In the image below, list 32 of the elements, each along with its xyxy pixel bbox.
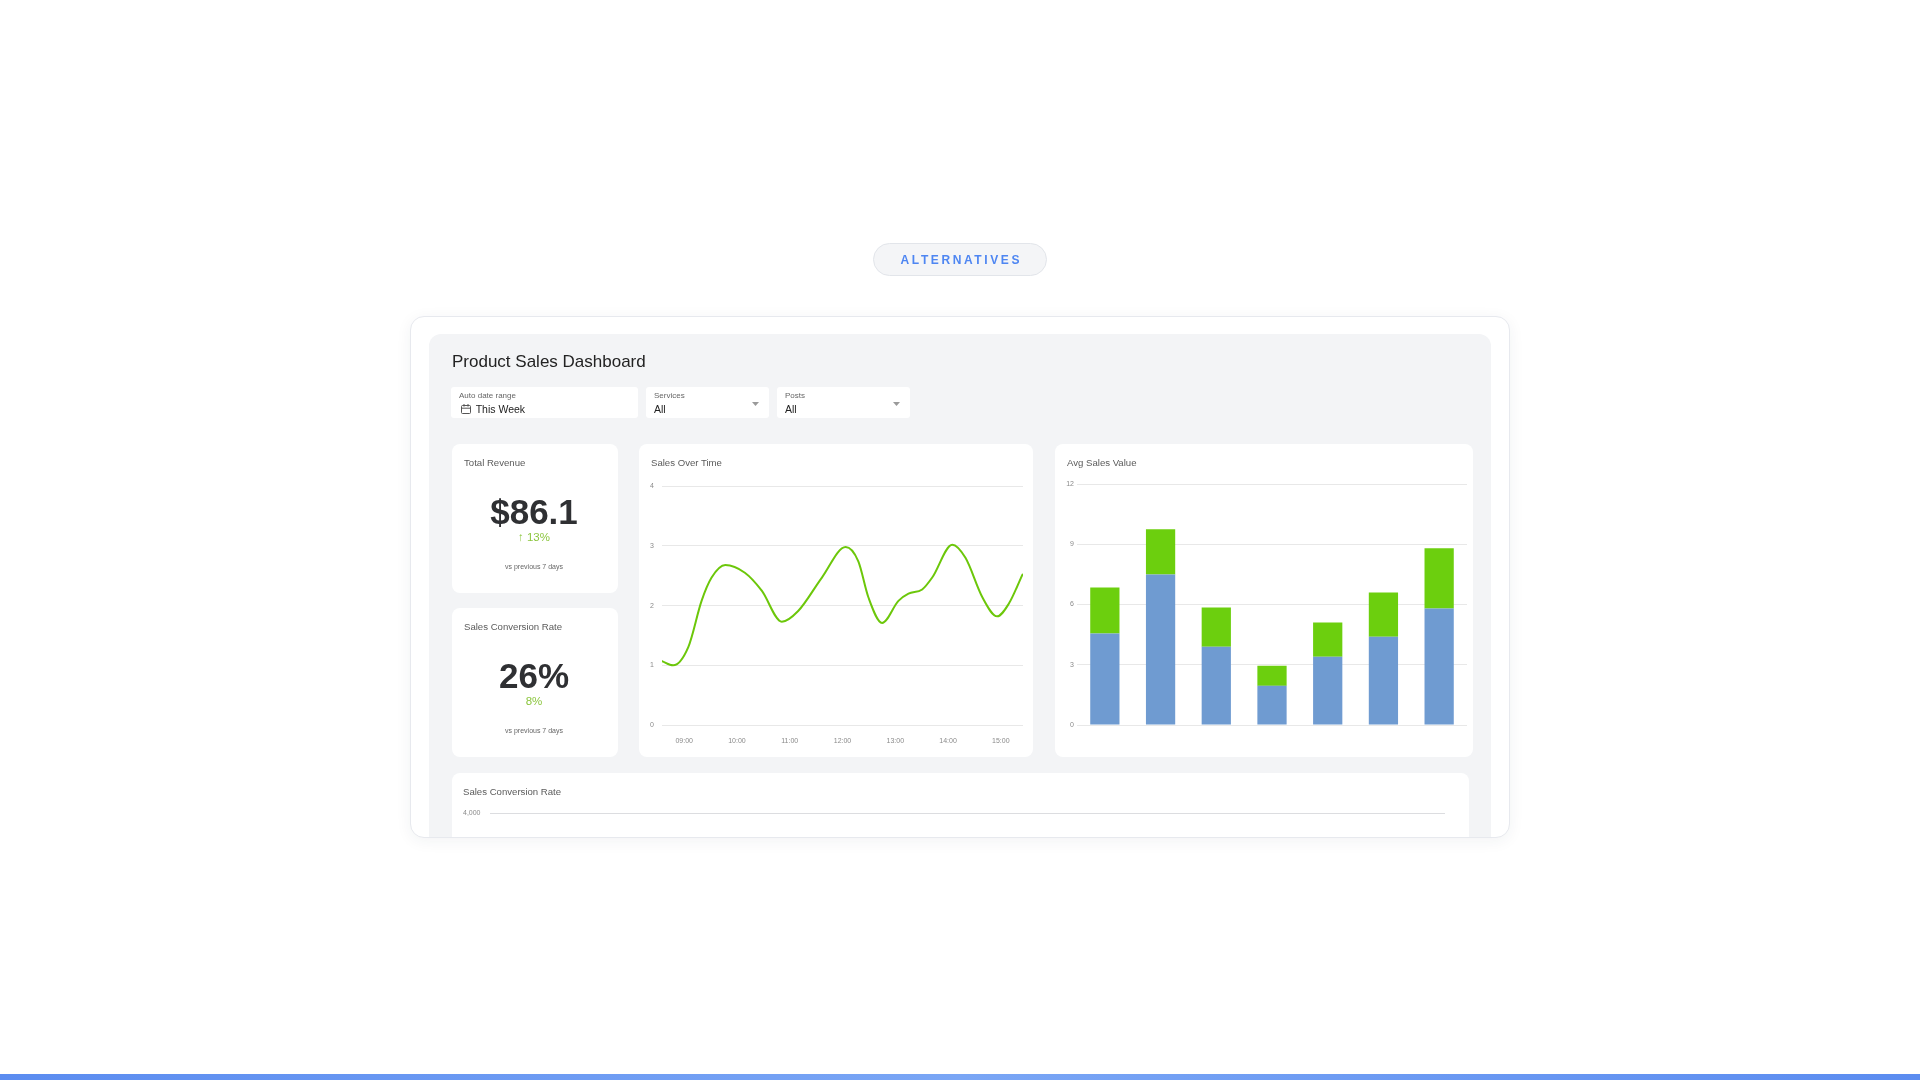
- bar: [1424, 608, 1454, 725]
- text: Auto date range: [459, 391, 516, 401]
- text: Sales Conversion Rate: [464, 621, 563, 633]
- bar: [1090, 587, 1120, 634]
- bar: [1257, 665, 1287, 686]
- text: All: [654, 402, 666, 415]
- bar: [1145, 529, 1176, 575]
- text: Sales Conversion Rate: [463, 786, 562, 798]
- bar: [1368, 636, 1399, 725]
- bar: [1090, 633, 1120, 725]
- text: ALTERNATIVES: [899, 253, 1023, 268]
- chart-title: Sales Over Time: [651, 457, 722, 469]
- text: All: [785, 402, 797, 415]
- bar: [1201, 646, 1231, 725]
- bar: [1201, 607, 1231, 647]
- text: 8%: [525, 695, 543, 709]
- bar: [1145, 574, 1176, 725]
- text: ↑ 13%: [518, 531, 550, 545]
- bar: [1368, 592, 1399, 637]
- text: Services: [654, 391, 685, 401]
- text: 26%: [498, 655, 570, 697]
- text: Total Revenue: [464, 457, 526, 469]
- text: Posts: [785, 391, 806, 401]
- bar: [1424, 548, 1454, 609]
- line-series: [662, 543, 1023, 667]
- bar: [1257, 685, 1287, 725]
- text: $86.1: [490, 491, 578, 533]
- text: This Week: [475, 402, 526, 415]
- text: Product Sales Dashboard: [452, 352, 646, 372]
- bar: [1313, 622, 1343, 657]
- chart-title: Avg Sales Value: [1067, 457, 1137, 469]
- bar: [1313, 656, 1343, 725]
